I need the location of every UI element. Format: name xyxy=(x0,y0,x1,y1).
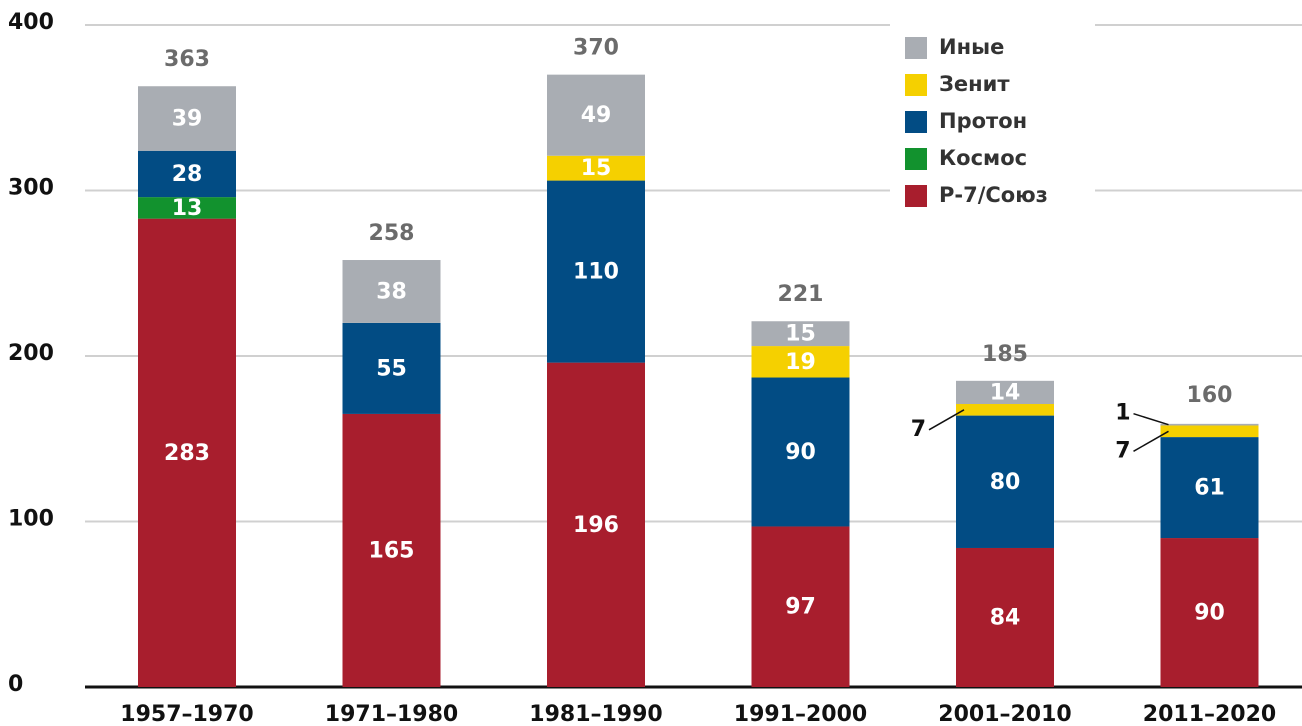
x-tick-label: 2001–2010 xyxy=(938,702,1071,726)
bar-segment xyxy=(138,197,236,219)
legend-label: Зенит xyxy=(939,72,1010,96)
x-tick-label: 1981–1990 xyxy=(529,702,662,726)
total-label: 221 xyxy=(778,282,824,307)
legend-swatch xyxy=(905,111,927,133)
bar-segment xyxy=(138,150,236,198)
bar-segment xyxy=(1160,538,1259,687)
bar-segment xyxy=(751,526,850,687)
value-label: 90 xyxy=(785,440,816,465)
total-label: 370 xyxy=(573,36,619,61)
leader-line xyxy=(928,409,965,431)
value-label: 15 xyxy=(581,156,612,181)
value-label: 110 xyxy=(573,260,619,285)
legend-label: Иные xyxy=(939,35,1004,59)
y-tick-label: 200 xyxy=(8,341,54,366)
bar-segment xyxy=(138,86,236,151)
y-tick-label: 300 xyxy=(8,176,54,201)
bar-segment xyxy=(138,218,236,687)
value-label: 7 xyxy=(1115,438,1130,463)
bar-segment xyxy=(956,415,1054,548)
value-label: 61 xyxy=(1194,476,1225,501)
bar-segment xyxy=(1160,425,1259,438)
y-tick-label: 100 xyxy=(8,507,54,532)
value-label: 283 xyxy=(164,441,210,466)
legend-swatch xyxy=(905,185,927,207)
bar-segment xyxy=(547,180,645,363)
bar-segment xyxy=(547,155,645,181)
total-label: 258 xyxy=(369,221,415,246)
x-tick-label: 1971–1980 xyxy=(325,702,458,726)
value-label: 1 xyxy=(1115,401,1130,426)
y-tick-label: 400 xyxy=(8,10,54,35)
value-label: 165 xyxy=(369,538,415,563)
leader-line xyxy=(1133,412,1169,426)
bar-segment xyxy=(547,74,645,156)
value-label: 38 xyxy=(376,279,407,304)
legend-swatch xyxy=(905,74,927,96)
legend-label: Протон xyxy=(939,109,1027,133)
legend-label: Р-7/Союз xyxy=(939,183,1048,207)
x-tick-label: 1991–2000 xyxy=(734,702,867,726)
value-label: 28 xyxy=(172,162,203,187)
value-label: 97 xyxy=(785,595,816,620)
legend-swatch xyxy=(905,148,927,170)
bar-segment xyxy=(342,260,441,323)
total-label: 185 xyxy=(982,342,1028,367)
bar-segment xyxy=(751,377,850,527)
legend-label: Космос xyxy=(939,146,1027,170)
x-tick-label: 2011–2020 xyxy=(1143,702,1276,726)
value-label: 80 xyxy=(990,470,1021,495)
leader-line xyxy=(1133,430,1169,452)
value-label: 90 xyxy=(1194,601,1225,626)
bar-segment xyxy=(342,413,441,687)
total-label: 363 xyxy=(164,47,210,72)
value-label: 13 xyxy=(172,196,203,221)
value-label: 196 xyxy=(573,513,619,538)
total-label: 160 xyxy=(1187,383,1233,408)
value-label: 49 xyxy=(581,103,612,128)
value-label: 84 xyxy=(990,605,1021,630)
legend-swatch xyxy=(905,37,927,59)
bar-segment xyxy=(956,403,1054,416)
x-tick-label: 1957–1970 xyxy=(120,702,253,726)
value-label: 39 xyxy=(172,107,203,132)
bar-segment xyxy=(751,321,850,347)
value-label: 15 xyxy=(785,322,816,347)
value-label: 55 xyxy=(376,356,407,381)
bar-segment xyxy=(956,380,1054,404)
bar-segment xyxy=(1160,423,1259,426)
bar-segment xyxy=(956,547,1054,687)
bar-segment xyxy=(1160,437,1259,539)
value-label: 19 xyxy=(785,350,816,375)
y-tick-label: 0 xyxy=(8,672,23,697)
bar-segment xyxy=(751,346,850,378)
value-label: 7 xyxy=(911,417,926,442)
bar-segment xyxy=(342,322,441,414)
value-label: 14 xyxy=(990,380,1021,405)
bar-segment xyxy=(547,362,645,687)
